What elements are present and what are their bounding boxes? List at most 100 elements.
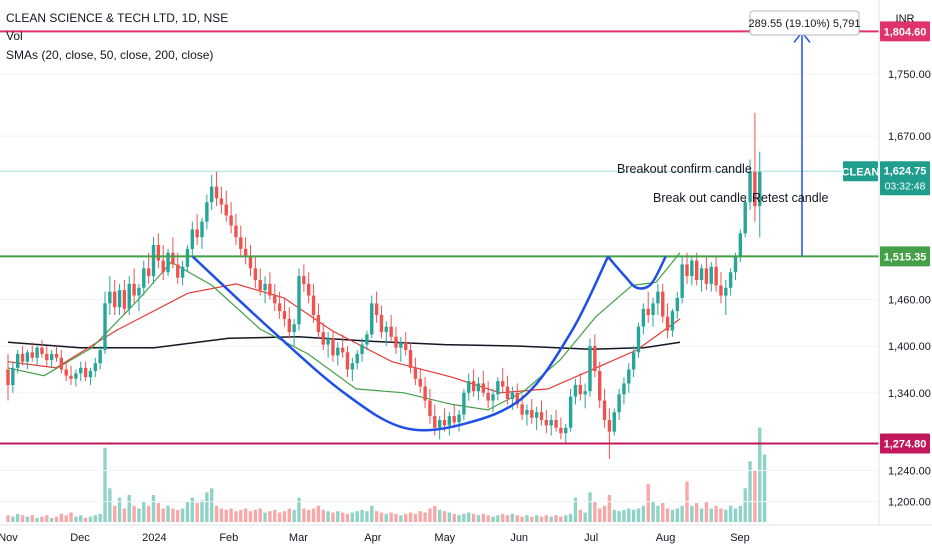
volume-bar xyxy=(142,501,146,522)
volume-bar xyxy=(45,515,49,522)
annotation-label: Retest candle xyxy=(752,191,828,205)
volume-bar xyxy=(661,503,665,522)
candle-body xyxy=(49,353,54,361)
volume-bar xyxy=(534,515,539,522)
candle-body xyxy=(316,315,321,333)
measure-tooltip-text: 289.55 (19.10%) 5,791 xyxy=(749,18,861,30)
volume-bar xyxy=(525,515,529,522)
volume-bar xyxy=(457,515,461,522)
candle-body xyxy=(248,256,253,269)
volume-bar xyxy=(544,515,549,522)
volume-bar xyxy=(520,516,524,522)
price-axis[interactable]: 1,200.00 1,240.00 1,340.00 1,400.00 1,460.00… xyxy=(888,69,931,509)
sma-indicator-label[interactable]: SMAs (20, close, 50, close, 200, close) xyxy=(6,48,213,62)
candle-body xyxy=(69,375,73,379)
volume-bar xyxy=(646,484,650,522)
volume-bar xyxy=(273,509,277,522)
candle-body xyxy=(340,347,345,353)
candle-body xyxy=(685,264,689,277)
volume-bar xyxy=(127,495,131,522)
volume-indicator-label[interactable]: Vol xyxy=(6,29,23,43)
volume-bar xyxy=(360,509,364,522)
candle-body xyxy=(336,347,340,356)
level-breakout-badge-text: 1,515.35 xyxy=(884,251,927,263)
volume-bar xyxy=(11,516,15,522)
candle-body xyxy=(79,367,83,374)
candle-body xyxy=(544,420,549,426)
level-support-badge xyxy=(880,433,930,454)
annotations-layer: Breakout confirm candle Break out candle R… xyxy=(617,162,828,205)
volume-bar xyxy=(30,515,34,522)
volume-bar xyxy=(418,511,422,522)
volume-bar xyxy=(724,509,728,522)
volume-bar xyxy=(539,516,544,522)
volume-bar xyxy=(437,509,442,522)
volume-bar xyxy=(151,495,156,522)
volume-bar xyxy=(728,505,733,522)
volume-bar xyxy=(583,512,587,522)
volume-bar xyxy=(321,509,325,522)
candle-body xyxy=(695,260,699,280)
candle-body xyxy=(156,245,161,261)
volume-bar xyxy=(593,501,597,522)
candle-body xyxy=(583,391,587,395)
candle-body xyxy=(113,291,117,308)
time-axis[interactable]: Nov Dec 2024 Feb Mar Apr May Jun Jul Aug Sep xyxy=(0,532,750,544)
volume-bar xyxy=(510,513,515,522)
volume-bar xyxy=(554,515,558,522)
volume-bar xyxy=(607,495,612,522)
candle-body xyxy=(108,291,112,304)
candle-body xyxy=(142,268,146,288)
candle-body xyxy=(161,260,165,273)
volume-bar xyxy=(515,515,519,522)
candle-body xyxy=(311,295,316,315)
candle-body xyxy=(374,303,379,315)
price-tick-label: 1,670.00 xyxy=(888,131,931,143)
candle-body xyxy=(54,353,59,358)
volume-bar xyxy=(505,515,510,522)
volume-bar xyxy=(704,501,709,522)
candle-body xyxy=(326,338,330,345)
candle-body xyxy=(394,336,398,348)
candle-body xyxy=(16,353,20,368)
volume-bar xyxy=(229,508,233,522)
volume-bar xyxy=(297,497,301,522)
candle-body xyxy=(457,414,461,423)
volume-bar xyxy=(404,513,408,522)
candle-body xyxy=(166,252,170,273)
volume-bar xyxy=(617,511,621,522)
candle-body xyxy=(452,416,456,423)
candle-body xyxy=(670,311,675,331)
candle-body xyxy=(607,420,612,432)
volume-bar xyxy=(748,461,752,522)
symbol-title[interactable]: CLEAN SCIENCE & TECH LTD, 1D, NSE xyxy=(6,11,228,25)
candle-body xyxy=(360,344,364,354)
volume-bar xyxy=(277,512,282,522)
volume-bar xyxy=(733,508,738,522)
candle-body xyxy=(510,392,515,399)
volume-bar xyxy=(612,509,616,522)
candle-body xyxy=(132,283,136,296)
volume-bar xyxy=(268,511,272,522)
volume-bar xyxy=(79,515,83,522)
pattern-layer xyxy=(191,255,667,432)
volume-bar xyxy=(40,516,44,522)
volume-bar xyxy=(190,497,194,522)
candle-body xyxy=(40,347,44,354)
candle-body xyxy=(423,386,427,401)
volume-bar xyxy=(462,513,466,522)
candle-body xyxy=(534,412,539,418)
volume-bar xyxy=(176,509,180,522)
currency-label[interactable]: INR xyxy=(896,13,915,25)
volume-bar xyxy=(146,505,151,522)
price-tick-label: 1,340.00 xyxy=(888,388,931,400)
candle-body xyxy=(612,412,616,432)
candle-body xyxy=(486,392,490,401)
candle-body xyxy=(743,202,747,234)
candle-body xyxy=(384,326,388,333)
candle-body xyxy=(525,409,529,415)
price-tick-label: 1,200.00 xyxy=(888,497,931,509)
candle-body xyxy=(11,367,15,385)
price-badges: 1,804.60 1,515.35 1,274.80 1,624.75 03:32:48… xyxy=(842,21,930,454)
